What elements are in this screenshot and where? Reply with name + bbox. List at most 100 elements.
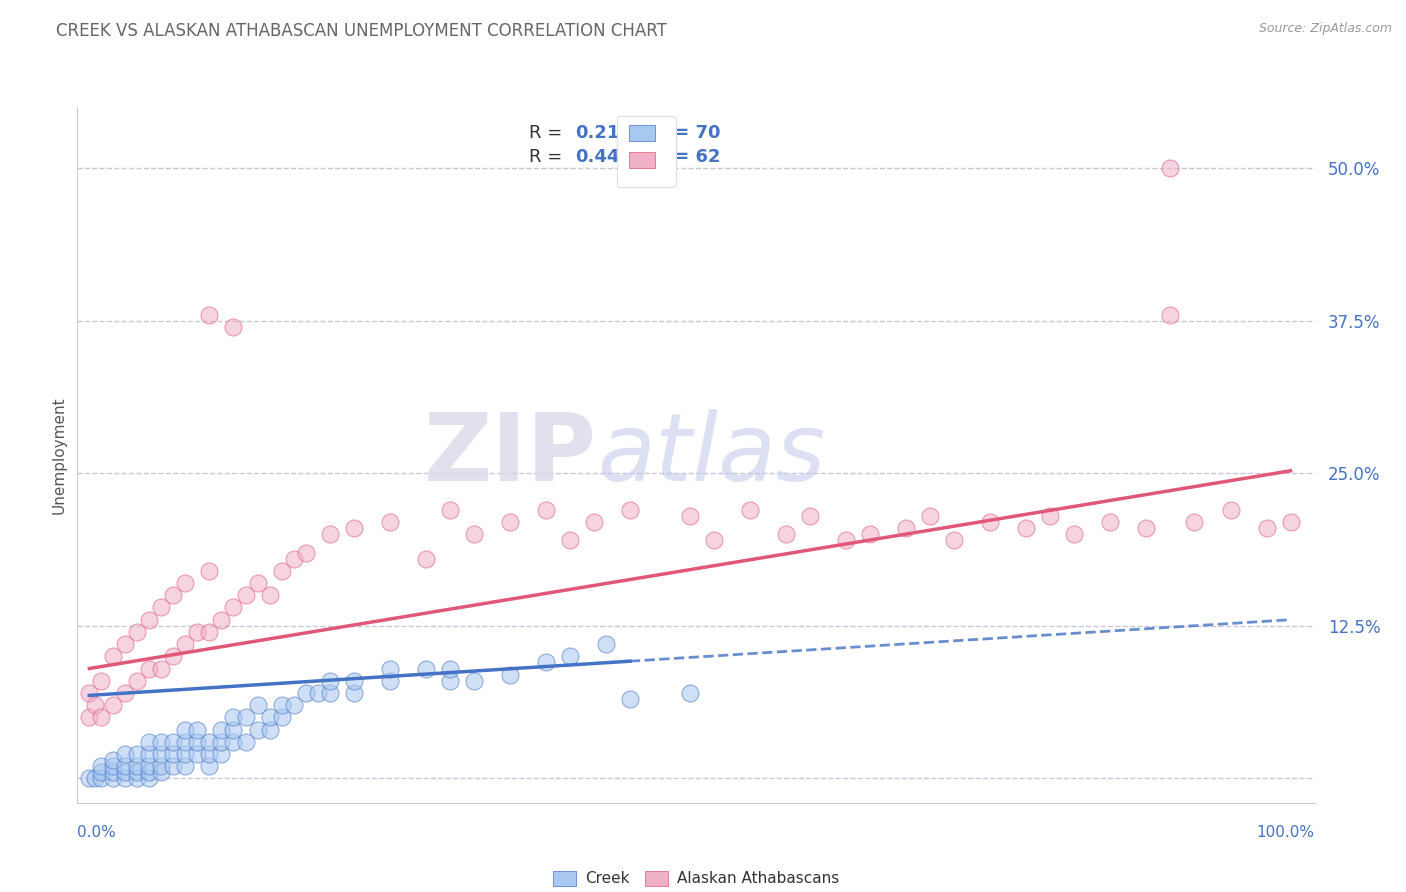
Point (343, 521, 366, 535)
Point (222, 735, 245, 749)
Point (294, 545, 316, 559)
Point (84, 698, 107, 713)
Point (318, 527, 340, 541)
Point (1256, 521, 1278, 535)
Point (896, 521, 918, 535)
Point (499, 515, 522, 529)
Point (162, 649, 184, 664)
Point (378, 661, 401, 675)
Point (835, 533, 858, 548)
Point (84, 772, 107, 786)
Point (283, 698, 305, 713)
Point (1135, 521, 1157, 535)
Point (138, 613, 160, 627)
Point (90, 710, 112, 724)
Text: R =: R = (529, 124, 562, 142)
Point (138, 772, 160, 786)
Point (114, 772, 136, 786)
Point (534, 656, 557, 670)
Point (439, 661, 461, 675)
Point (246, 723, 269, 737)
Point (1159, 161, 1181, 175)
Point (186, 735, 208, 749)
Point (127, 772, 149, 786)
Text: N = 70: N = 70 (652, 124, 720, 142)
Point (127, 747, 149, 761)
Point (246, 576, 269, 591)
Point (619, 503, 641, 517)
Point (378, 515, 401, 529)
Point (114, 747, 136, 761)
Text: 0.448: 0.448 (575, 148, 631, 166)
Point (343, 673, 366, 688)
Point (534, 503, 557, 517)
Point (859, 527, 882, 541)
Text: 0.0%: 0.0% (77, 825, 117, 840)
Point (150, 600, 173, 615)
Text: R =: R = (529, 148, 562, 166)
Point (79, 710, 101, 724)
Point (259, 723, 281, 737)
Point (679, 686, 702, 700)
Point (198, 747, 221, 761)
Point (150, 765, 173, 780)
Point (439, 673, 461, 688)
Point (799, 508, 821, 523)
Point (114, 759, 136, 773)
Point (103, 765, 125, 780)
Point (103, 698, 125, 713)
Point (138, 661, 160, 675)
Text: ZIP: ZIP (425, 409, 598, 501)
Point (127, 624, 149, 639)
Point (979, 515, 1001, 529)
Point (1219, 503, 1241, 517)
Point (582, 515, 605, 529)
Point (463, 527, 485, 541)
Point (79, 686, 101, 700)
Point (679, 508, 702, 523)
Point (198, 564, 221, 578)
Text: 0.217: 0.217 (575, 124, 631, 142)
Point (1159, 308, 1181, 322)
Point (186, 624, 208, 639)
Point (150, 661, 173, 675)
Point (211, 735, 233, 749)
Point (235, 710, 257, 724)
Point (90, 759, 112, 773)
Point (90, 765, 112, 780)
Point (738, 503, 761, 517)
Point (103, 759, 125, 773)
Point (499, 667, 522, 681)
Point (1063, 527, 1085, 541)
Point (198, 308, 221, 322)
Point (186, 747, 208, 761)
Point (114, 637, 136, 651)
Point (1184, 515, 1206, 529)
Point (270, 698, 292, 713)
Point (222, 600, 245, 615)
Point (558, 649, 581, 664)
Point (211, 723, 233, 737)
Point (294, 686, 316, 700)
Point (222, 723, 245, 737)
Point (127, 759, 149, 773)
Point (138, 747, 160, 761)
Text: Source: ZipAtlas.com: Source: ZipAtlas.com (1258, 22, 1392, 36)
Point (79, 772, 101, 786)
Point (174, 759, 197, 773)
Point (127, 673, 149, 688)
Point (198, 624, 221, 639)
Point (90, 673, 112, 688)
Point (222, 710, 245, 724)
Legend: Creek, Alaskan Athabascans: Creek, Alaskan Athabascans (547, 865, 845, 892)
Point (162, 588, 184, 602)
Text: 100.0%: 100.0% (1257, 825, 1315, 840)
Point (1015, 521, 1038, 535)
Point (318, 673, 340, 688)
Point (174, 637, 197, 651)
Point (619, 692, 641, 706)
Point (211, 613, 233, 627)
Point (595, 637, 617, 651)
Point (1099, 515, 1122, 529)
Point (415, 661, 437, 675)
